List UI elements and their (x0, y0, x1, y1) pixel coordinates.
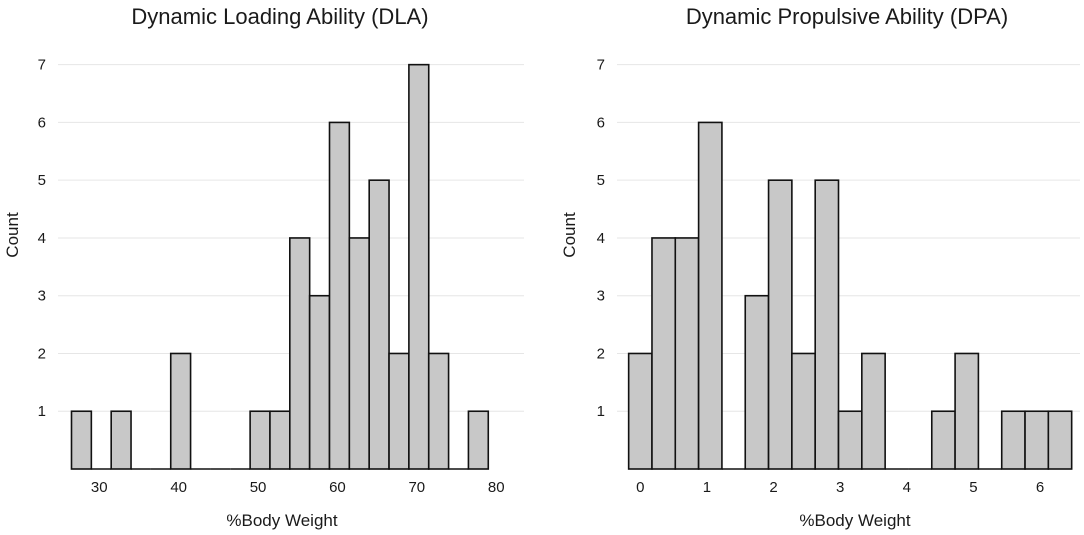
x-tick-label: 2 (769, 479, 777, 496)
bar (388, 352, 410, 470)
y-tick-label: 3 (597, 288, 605, 305)
x-tick-label: 70 (408, 479, 425, 496)
bar (328, 121, 351, 470)
bars (627, 121, 1073, 470)
histogram-dpa: Dynamic Propulsive Ability (DPA) Count %… (560, 4, 1080, 530)
bar (308, 294, 331, 470)
x-tick-label: 5 (969, 479, 977, 496)
bar (70, 410, 93, 470)
bar (1047, 410, 1073, 470)
bar (348, 237, 370, 470)
y-axis-label: Count (3, 212, 22, 258)
y-tick-label: 2 (38, 345, 46, 362)
x-tick-label: 40 (170, 479, 187, 496)
bar (930, 410, 956, 470)
x-tick-label: 4 (903, 479, 911, 496)
bar (837, 410, 863, 470)
bar (1024, 410, 1050, 470)
x-axis-label: %Body Weight (799, 511, 910, 530)
bar (1000, 410, 1026, 470)
y-axis-label: Count (560, 212, 579, 258)
y-tick-label: 3 (38, 288, 46, 305)
y-tick-label: 2 (597, 345, 605, 362)
y-tick-label: 1 (597, 403, 605, 420)
y-tick-label: 4 (597, 230, 605, 247)
bars (70, 63, 490, 470)
x-tick-label: 60 (329, 479, 346, 496)
bar (169, 352, 192, 470)
y-tick-label: 7 (38, 57, 46, 74)
bar (249, 410, 271, 470)
bar (697, 121, 723, 470)
bar (767, 179, 793, 470)
tick-labels: 1 2 3 4 5 6 7 30 40 50 60 70 80 (38, 57, 505, 496)
y-tick-label: 7 (597, 57, 605, 74)
bar (954, 352, 980, 470)
bar (408, 63, 430, 470)
x-tick-label: 80 (488, 479, 505, 496)
bar (791, 352, 816, 470)
chart-title: Dynamic Propulsive Ability (DPA) (686, 4, 1008, 29)
bar (674, 237, 700, 470)
y-tick-label: 4 (38, 230, 46, 247)
x-tick-label: 3 (836, 479, 844, 496)
x-tick-label: 0 (636, 479, 644, 496)
y-tick-label: 6 (38, 114, 46, 131)
y-tick-label: 5 (597, 172, 605, 189)
bar (744, 294, 770, 470)
y-tick-label: 6 (597, 114, 605, 131)
x-tick-label: 1 (703, 479, 711, 496)
bar (368, 179, 390, 470)
bar (427, 352, 450, 470)
bar (110, 410, 132, 470)
bar (814, 179, 840, 470)
bar (467, 410, 490, 470)
bar (289, 237, 311, 470)
bar (651, 237, 677, 470)
bar (627, 352, 653, 470)
x-tick-label: 6 (1036, 479, 1044, 496)
y-tick-label: 5 (38, 172, 46, 189)
bar (269, 410, 291, 470)
x-tick-label: 50 (250, 479, 267, 496)
tick-labels: 1 2 3 4 5 6 7 0 1 2 3 4 5 6 (597, 57, 1045, 496)
x-tick-label: 30 (91, 479, 108, 496)
y-tick-label: 1 (38, 403, 46, 420)
chart-title: Dynamic Loading Ability (DLA) (131, 4, 428, 29)
histogram-dla: Dynamic Loading Ability (DLA) Count %Bod… (3, 4, 524, 530)
bar (861, 352, 886, 470)
x-axis-label: %Body Weight (226, 511, 337, 530)
